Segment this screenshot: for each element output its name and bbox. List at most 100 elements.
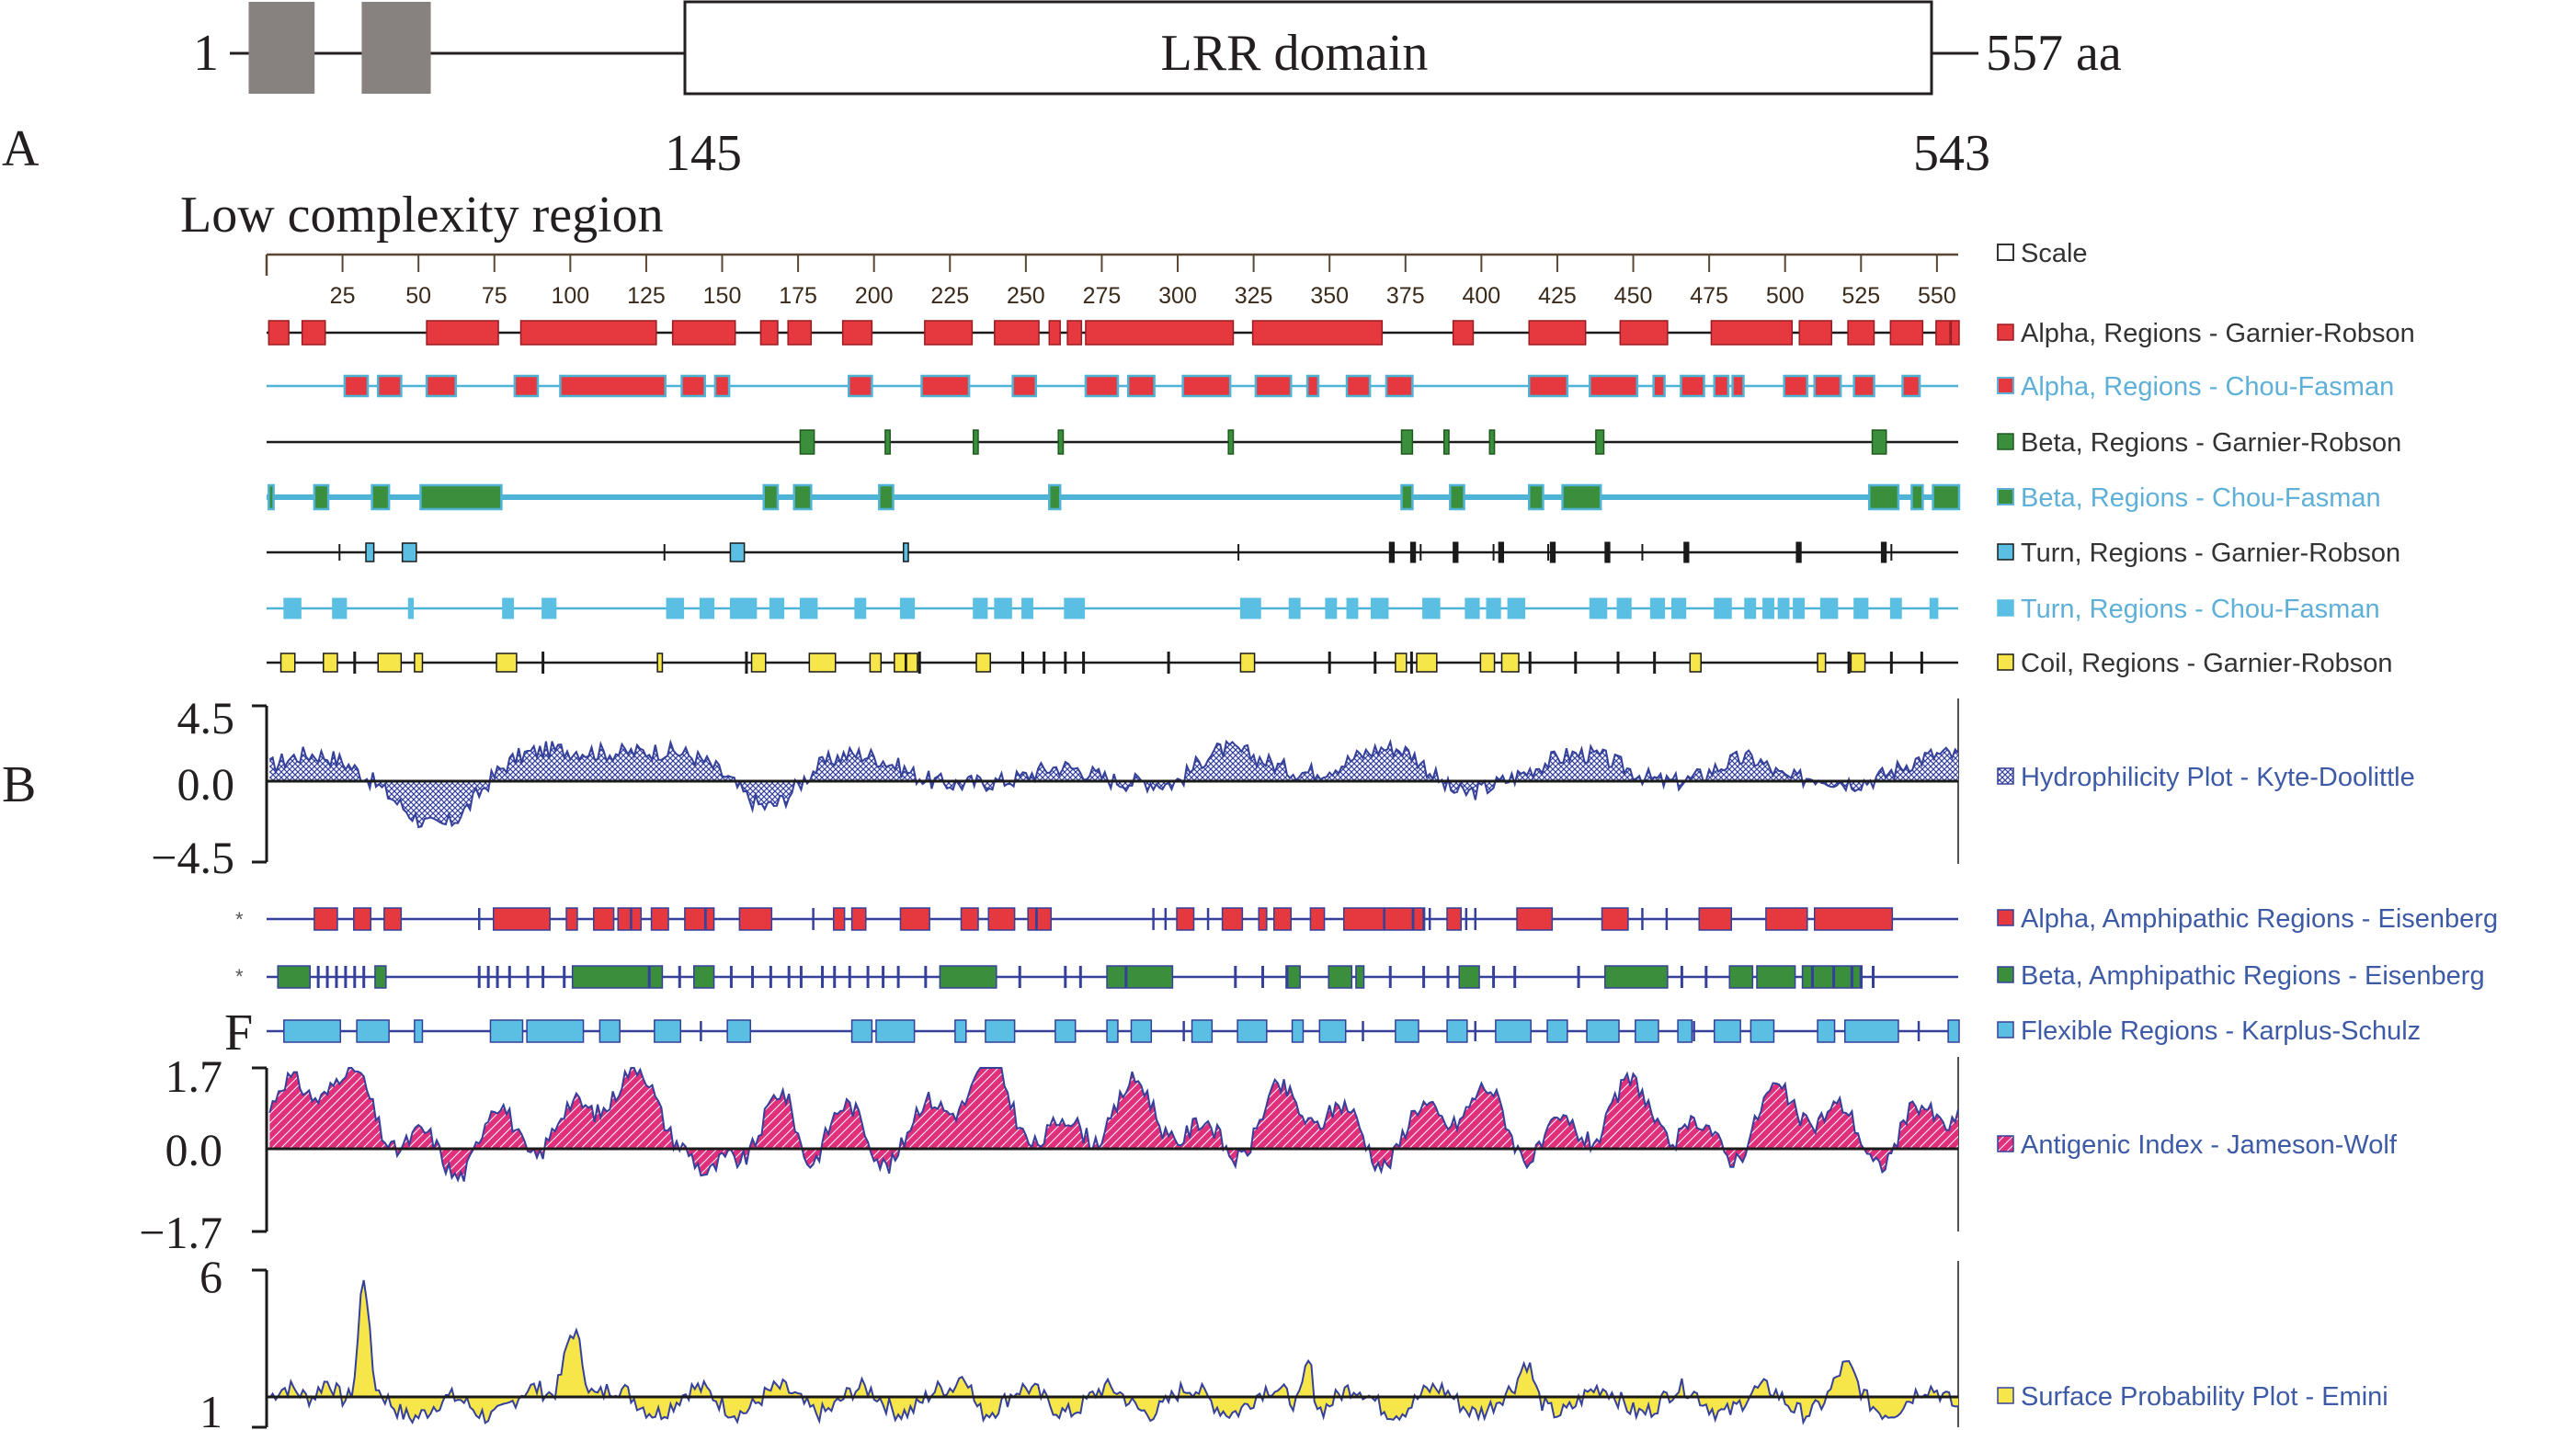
turn-cf-region — [1239, 597, 1261, 619]
flex-region — [414, 1019, 424, 1043]
legend-flex-label: Flexible Regions - Karplus-Schulz — [2021, 1016, 2421, 1046]
turn-cf-region — [283, 597, 302, 619]
alpha-amph-region — [565, 907, 578, 931]
alpha-gr-region — [671, 320, 736, 346]
alpha-cf-region — [1783, 374, 1809, 398]
antigenic-min-label: −1.7 — [139, 1207, 222, 1258]
turn-cf-region — [1507, 597, 1526, 619]
alpha-cf-region — [559, 374, 667, 398]
coil-gr-region — [279, 653, 296, 673]
alpha-cf-region — [425, 374, 458, 398]
alpha-amph-region — [383, 907, 403, 931]
sequence-end-label: 557 aa — [1986, 25, 2122, 82]
scale-tick-label: 100 — [551, 283, 589, 309]
alpha-gr-region — [1710, 320, 1794, 346]
alpha-gr-region — [1889, 320, 1924, 346]
alpha-cf-region — [1713, 374, 1730, 398]
beta-cf-region — [1449, 483, 1465, 511]
beta-cf-region — [1867, 483, 1900, 511]
scale-tick-label: 125 — [627, 283, 666, 309]
legend-hydro-swatch — [1997, 767, 2014, 785]
turn-gr-region — [729, 542, 746, 562]
antigenic-zero-label: 0.0 — [165, 1124, 223, 1175]
legend-beta-amph-swatch — [1997, 966, 2014, 983]
surface-profile-fill — [269, 1280, 1958, 1424]
legend-scale-swatch — [1997, 244, 2014, 261]
alpha-cf-region — [1589, 374, 1639, 398]
beta-gr-region — [884, 429, 891, 455]
turn-cf-region — [899, 597, 916, 619]
alpha-cf-region — [513, 374, 540, 398]
scale-tick-label: 275 — [1083, 283, 1122, 309]
coil-gr-region — [414, 653, 424, 673]
panel-label-f: F — [224, 1004, 253, 1061]
turn-cf-region — [332, 597, 348, 619]
legend-scale-label: Scale — [2021, 239, 2088, 268]
scale-ticks: 25 50 75 100 125 150 175 200 225 250 275 300 325 350 3… — [330, 255, 1956, 309]
legend-turn-gr-swatch — [1997, 543, 2014, 561]
flex-region — [1677, 1019, 1693, 1043]
coil-gr-region — [894, 653, 906, 673]
flex-region — [1495, 1019, 1532, 1043]
alpha-amph-region — [493, 907, 551, 931]
alpha-amph-region — [1516, 907, 1554, 931]
turn-cf-region — [1616, 597, 1632, 619]
turn-cf-region — [854, 597, 867, 619]
alpha-amph-region — [1272, 907, 1292, 931]
turn-cf-region — [502, 597, 515, 619]
flex-region — [1291, 1019, 1305, 1043]
legend-turn-cf-swatch — [1997, 599, 2014, 617]
coil-gr-region — [1395, 653, 1408, 673]
flex-region — [850, 1019, 873, 1043]
turn-cf-region — [1465, 597, 1480, 619]
coil-gr-region — [656, 653, 664, 673]
alpha-gr-region — [1048, 320, 1061, 346]
alpha-cf-region — [1345, 374, 1372, 398]
beta-gr-region — [1488, 429, 1496, 455]
scale-tick-label: 25 — [330, 283, 356, 309]
coil-gr-region — [1817, 653, 1827, 673]
lcr-block-1 — [248, 2, 315, 94]
coil-gr-region — [496, 653, 518, 673]
legend-beta-amph-label: Beta, Amphipathic Regions - Eisenberg — [2021, 961, 2485, 991]
alpha-amph-region — [1258, 907, 1268, 931]
beta-cf-region — [1910, 483, 1924, 511]
alpha-gr-region — [1066, 320, 1083, 346]
alpha-gr-region — [1251, 320, 1384, 346]
legend-turn-cf: Turn, Regions - Chou-Fasman — [1997, 595, 2380, 624]
legend-alpha-cf: Alpha, Regions - Chou-Fasman — [1997, 372, 2394, 402]
flex-region — [1446, 1019, 1468, 1043]
sequence-start-label: 1 — [193, 25, 219, 82]
alpha-amph-region — [650, 907, 669, 931]
alpha-gr-region — [301, 320, 326, 346]
coil-gr-region — [1500, 653, 1520, 673]
beta-cf-region — [1400, 483, 1414, 511]
flex-region — [1318, 1019, 1347, 1043]
alpha-gr-region — [426, 320, 499, 346]
legend-beta-gr-swatch — [1997, 433, 2014, 450]
turn-cf-region — [738, 597, 758, 619]
turn-gr-marker — [1549, 541, 1556, 563]
legend-alpha-cf-swatch — [1997, 377, 2014, 394]
legend-surface-swatch — [1997, 1387, 2014, 1404]
beta-amph-region — [1355, 965, 1365, 989]
hydro-min-label: −4.5 — [151, 832, 234, 883]
alpha-cf-region — [680, 374, 706, 398]
turn-cf-region — [1288, 597, 1301, 619]
flex-region — [1054, 1019, 1077, 1043]
flex-region — [526, 1019, 585, 1043]
turn-cf-region — [1649, 597, 1666, 619]
flex-region — [954, 1019, 967, 1043]
flex-region — [1130, 1019, 1153, 1043]
flex-region — [598, 1019, 621, 1043]
beta-amph-region — [1756, 965, 1796, 989]
scale-tick-label: 225 — [930, 283, 969, 309]
flex-region — [985, 1019, 1016, 1043]
scale-tick-label: 550 — [1918, 283, 1956, 309]
turn-cf-region — [1670, 597, 1687, 619]
alpha-gr-region — [519, 320, 657, 346]
flex-region — [1237, 1019, 1268, 1043]
turn-gr-region — [401, 542, 417, 562]
alpha-cf-region — [848, 374, 873, 398]
